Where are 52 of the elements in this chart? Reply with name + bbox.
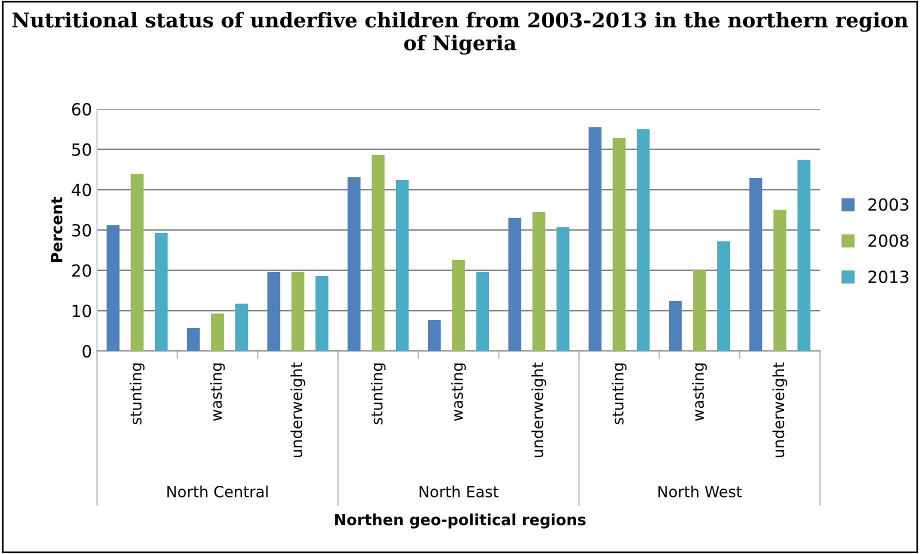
text: North Central — [167, 486, 268, 498]
x-tick-label: stunting — [612, 363, 627, 424]
y-tick-label: 10 — [72, 304, 92, 318]
bar — [612, 138, 626, 351]
bar — [773, 210, 786, 351]
y-tick-label: 20 — [72, 264, 92, 277]
bar — [154, 232, 168, 351]
text: North East — [420, 486, 498, 498]
bar — [130, 174, 144, 351]
bar — [267, 272, 280, 351]
bar — [428, 320, 441, 351]
x-tick-label: wasting — [210, 363, 225, 421]
bar — [316, 276, 328, 351]
bar — [396, 180, 409, 351]
bar — [556, 227, 570, 351]
chart-title: Nutritional status of underfive children from 2003-2013 in the northern region of Nigeria — [12, 12, 908, 55]
bar — [717, 241, 730, 351]
legend-label: 2003 — [868, 198, 908, 211]
bar — [186, 328, 200, 351]
bar — [476, 272, 490, 351]
bar — [693, 270, 706, 351]
bar — [372, 154, 385, 351]
bar — [749, 178, 762, 351]
bar — [532, 212, 546, 351]
bar — [211, 313, 224, 351]
y-tick-label: 60 — [72, 102, 92, 116]
text: North West — [658, 486, 742, 498]
x-tick-label: wasting — [451, 363, 466, 421]
bar — [291, 272, 304, 351]
legend-label: 2013 — [868, 270, 908, 284]
y-tick-label: 50 — [72, 143, 92, 156]
x-tick-label: wasting — [692, 363, 707, 421]
bar — [508, 218, 522, 351]
bar — [798, 160, 810, 351]
bar — [636, 129, 650, 351]
legend-label: 2008 — [868, 234, 909, 247]
bar — [452, 260, 465, 351]
y-tick-label: 30 — [72, 224, 92, 237]
x-tick-label: underweight — [290, 362, 306, 458]
x-tick-label: stunting — [130, 363, 145, 424]
bar — [106, 225, 120, 351]
x-tick-label: underweight — [531, 362, 546, 458]
x-axis-title: Northen geo-political regions — [335, 514, 586, 528]
x-tick-label: underweight — [772, 362, 788, 458]
bar — [235, 304, 248, 351]
y-tick-label: 40 — [72, 184, 92, 196]
bar — [588, 127, 602, 351]
x-tick-label: stunting — [370, 363, 386, 424]
y-axis-title: Percent — [51, 197, 62, 262]
bar — [348, 177, 360, 351]
bar — [668, 300, 682, 351]
y-tick-label: 0 — [82, 344, 92, 358]
